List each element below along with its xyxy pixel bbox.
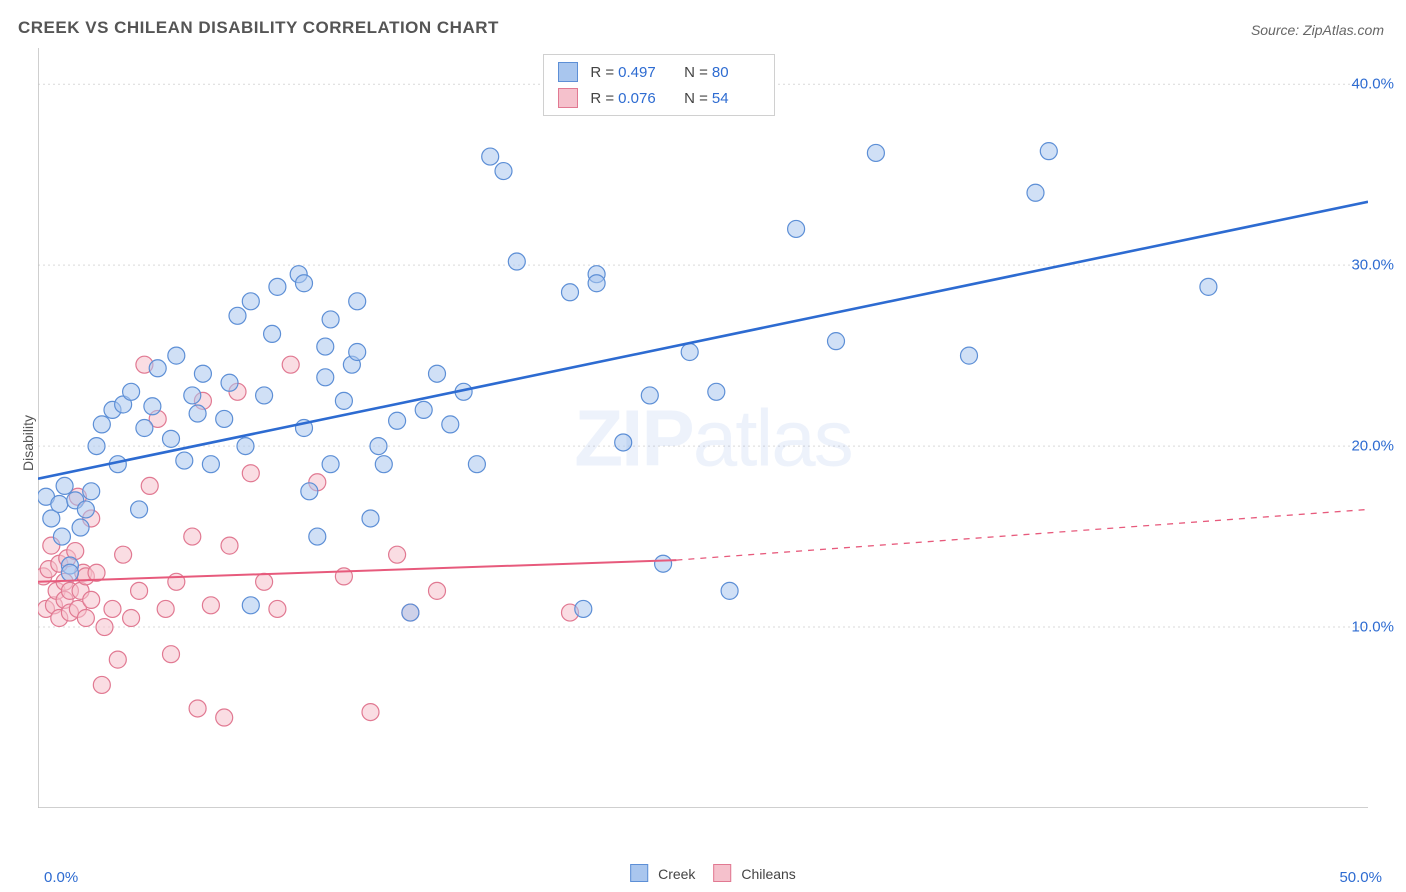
legend-swatch-blue [630,864,648,882]
source-credit: Source: ZipAtlas.com [1251,22,1384,38]
statbox-row: R =0.497 N =80 [544,59,774,85]
chart-container: Disability ZIPatlas R =0.497N =80R =0.07… [38,48,1388,838]
statbox-swatch [558,88,578,108]
y-tick-label: 10.0% [1351,619,1394,636]
y-tick-label: 20.0% [1351,438,1394,455]
legend-label-chileans: Chileans [741,866,795,882]
scatter-plot-svg [38,48,1368,808]
legend-item-chileans: Chileans [713,864,795,882]
statbox-swatch [558,62,578,82]
stat-r-value: 0.497 [618,64,666,81]
statbox-row: R =0.076 N =54 [544,85,774,111]
series-legend: Creek Chileans [630,864,796,882]
stats-legend-box: R =0.497 N =80 R =0.076 N =54 [543,54,775,116]
x-axis-max-label: 50.0% [1339,869,1382,886]
y-axis-label: Disability [20,415,36,471]
legend-label-creek: Creek [658,866,695,882]
stat-n-value: 80 [712,64,760,81]
y-tick-label: 40.0% [1351,76,1394,93]
stat-n-label: N = [684,90,708,107]
y-tick-label: 30.0% [1351,257,1394,274]
stat-r-label: R = [590,64,614,81]
x-axis-min-label: 0.0% [44,869,78,886]
legend-swatch-pink [713,864,731,882]
legend-item-creek: Creek [630,864,695,882]
stat-n-value: 54 [712,90,760,107]
stat-r-label: R = [590,90,614,107]
stat-n-label: N = [684,64,708,81]
stat-r-value: 0.076 [618,90,666,107]
chart-title: CREEK VS CHILEAN DISABILITY CORRELATION … [18,18,499,38]
